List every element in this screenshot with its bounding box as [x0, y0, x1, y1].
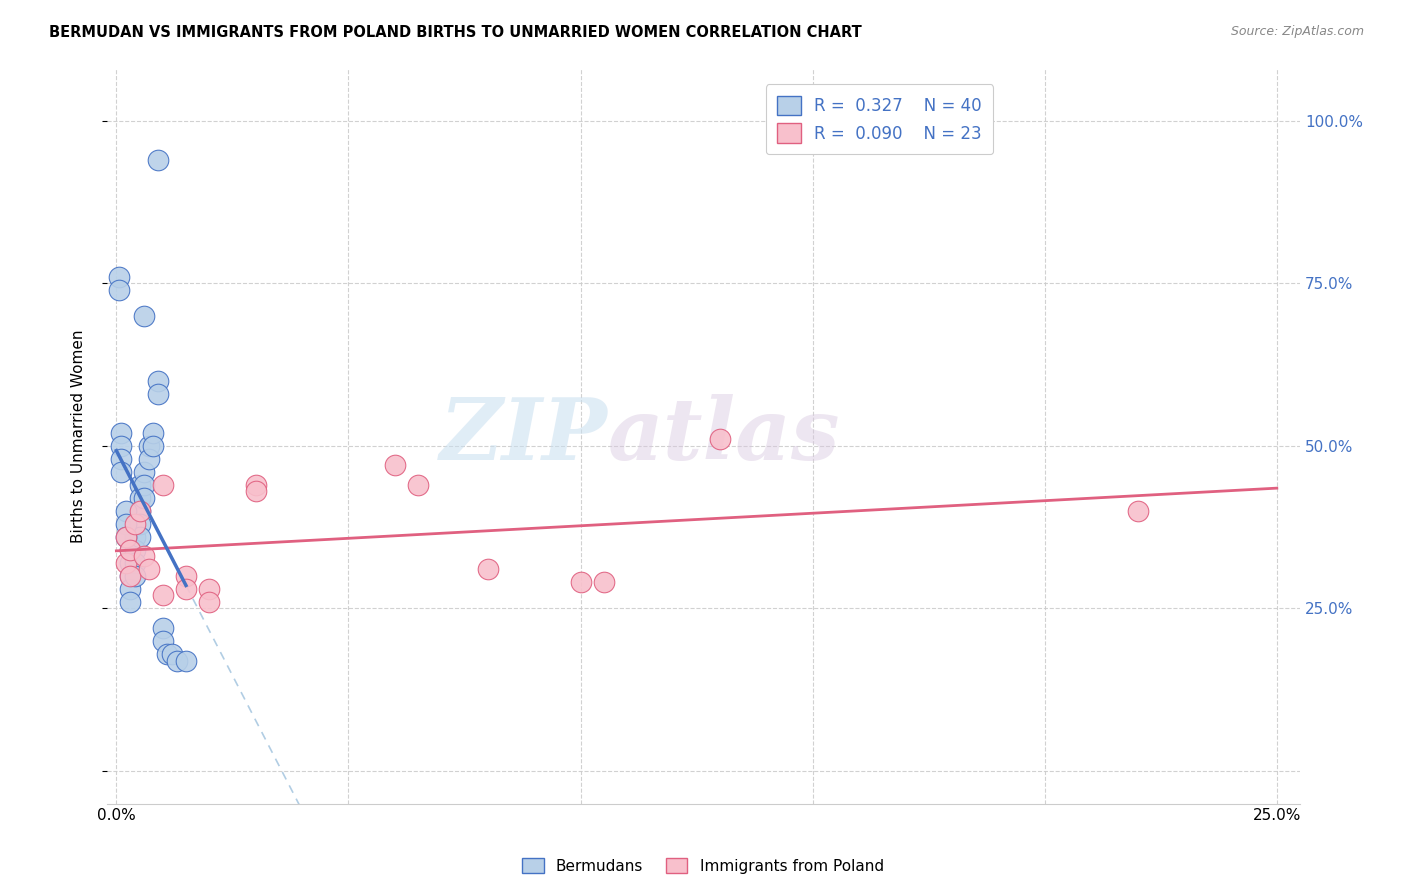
- Point: [146, 153, 169, 167]
- Text: BERMUDAN VS IMMIGRANTS FROM POLAND BIRTHS TO UNMARRIED WOMEN CORRELATION CHART: BERMUDAN VS IMMIGRANTS FROM POLAND BIRTH…: [49, 25, 862, 40]
- Point: [138, 439, 160, 453]
- Point: [114, 504, 136, 518]
- Point: [134, 478, 156, 492]
- Point: [120, 569, 142, 583]
- Point: [198, 582, 221, 596]
- Point: [245, 484, 267, 499]
- Point: [152, 634, 174, 648]
- Point: [174, 569, 197, 583]
- Point: [592, 575, 614, 590]
- Point: [110, 451, 132, 466]
- Point: [124, 556, 146, 570]
- Point: [146, 374, 169, 388]
- Point: [569, 575, 592, 590]
- Point: [138, 562, 160, 576]
- Point: [128, 516, 150, 531]
- Point: [1126, 504, 1149, 518]
- Point: [107, 283, 129, 297]
- Point: [128, 504, 150, 518]
- Point: [174, 582, 197, 596]
- Point: [477, 562, 499, 576]
- Point: [174, 653, 197, 667]
- Point: [134, 549, 156, 564]
- Text: ZIP: ZIP: [440, 394, 609, 478]
- Text: Source: ZipAtlas.com: Source: ZipAtlas.com: [1230, 25, 1364, 38]
- Point: [120, 542, 142, 557]
- Point: [245, 478, 267, 492]
- Point: [114, 530, 136, 544]
- Point: [142, 439, 165, 453]
- Point: [406, 478, 429, 492]
- Legend: Bermudans, Immigrants from Poland: Bermudans, Immigrants from Poland: [516, 852, 890, 880]
- Point: [198, 595, 221, 609]
- Point: [120, 542, 142, 557]
- Point: [152, 621, 174, 635]
- Legend: R =  0.327    N = 40, R =  0.090    N = 23: R = 0.327 N = 40, R = 0.090 N = 23: [766, 84, 994, 154]
- Point: [160, 647, 183, 661]
- Point: [128, 478, 150, 492]
- Point: [114, 556, 136, 570]
- Point: [142, 425, 165, 440]
- Point: [110, 439, 132, 453]
- Point: [134, 465, 156, 479]
- Point: [152, 589, 174, 603]
- Point: [134, 309, 156, 323]
- Point: [120, 582, 142, 596]
- Point: [134, 491, 156, 505]
- Text: atlas: atlas: [609, 394, 841, 478]
- Point: [120, 569, 142, 583]
- Point: [384, 458, 406, 473]
- Point: [152, 478, 174, 492]
- Point: [120, 556, 142, 570]
- Point: [124, 569, 146, 583]
- Point: [120, 595, 142, 609]
- Point: [146, 386, 169, 401]
- Point: [114, 516, 136, 531]
- Point: [124, 516, 146, 531]
- Point: [124, 530, 146, 544]
- Point: [128, 530, 150, 544]
- Point: [709, 433, 731, 447]
- Point: [107, 269, 129, 284]
- Point: [128, 491, 150, 505]
- Point: [156, 647, 179, 661]
- Point: [114, 530, 136, 544]
- Point: [128, 504, 150, 518]
- Point: [166, 653, 188, 667]
- Point: [110, 465, 132, 479]
- Y-axis label: Births to Unmarried Women: Births to Unmarried Women: [72, 329, 86, 543]
- Point: [124, 542, 146, 557]
- Point: [110, 425, 132, 440]
- Point: [138, 451, 160, 466]
